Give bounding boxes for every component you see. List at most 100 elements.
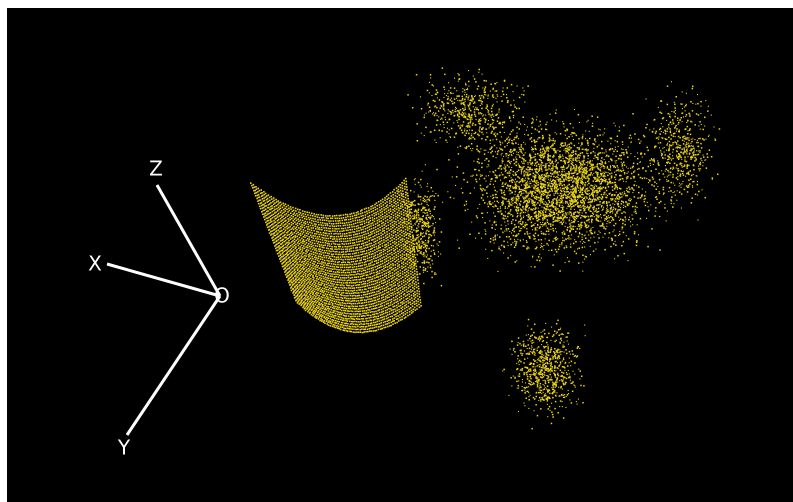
point bbox=[308, 277, 310, 279]
point bbox=[392, 321, 394, 323]
point bbox=[406, 307, 408, 309]
point bbox=[619, 231, 620, 232]
point bbox=[369, 215, 371, 217]
point bbox=[371, 281, 373, 283]
point bbox=[328, 278, 330, 280]
point bbox=[280, 246, 282, 248]
point bbox=[350, 331, 352, 333]
point bbox=[332, 304, 334, 306]
point bbox=[346, 280, 348, 282]
point bbox=[344, 312, 346, 314]
point bbox=[411, 310, 413, 312]
point bbox=[341, 228, 343, 230]
point bbox=[329, 280, 331, 282]
point bbox=[405, 250, 407, 252]
point bbox=[325, 272, 327, 274]
point bbox=[378, 293, 380, 295]
point bbox=[324, 250, 326, 252]
point bbox=[635, 209, 636, 210]
point bbox=[569, 226, 571, 228]
point bbox=[535, 233, 537, 235]
point bbox=[364, 264, 366, 266]
point bbox=[297, 215, 299, 217]
point bbox=[395, 218, 397, 220]
point bbox=[395, 236, 397, 238]
point bbox=[587, 206, 588, 207]
point bbox=[593, 187, 594, 188]
point bbox=[323, 311, 325, 313]
point bbox=[373, 330, 375, 332]
point bbox=[358, 216, 360, 218]
point bbox=[330, 292, 332, 294]
point bbox=[317, 228, 319, 230]
point bbox=[308, 298, 310, 300]
point bbox=[340, 329, 342, 331]
point bbox=[373, 284, 375, 286]
point bbox=[401, 283, 403, 285]
point bbox=[407, 251, 409, 253]
point bbox=[510, 255, 511, 256]
point bbox=[293, 277, 295, 279]
point bbox=[401, 213, 403, 215]
point bbox=[356, 287, 358, 289]
point bbox=[332, 268, 334, 270]
point bbox=[598, 129, 599, 130]
point bbox=[380, 322, 382, 324]
point bbox=[333, 233, 335, 235]
point bbox=[362, 332, 364, 334]
point bbox=[397, 295, 399, 297]
point bbox=[385, 324, 387, 326]
point bbox=[310, 234, 312, 236]
point bbox=[600, 221, 601, 222]
point bbox=[561, 194, 562, 195]
point bbox=[275, 211, 277, 213]
point bbox=[387, 323, 389, 325]
point bbox=[332, 225, 334, 227]
point bbox=[328, 324, 330, 326]
point bbox=[412, 287, 414, 289]
point bbox=[561, 221, 563, 223]
point bbox=[318, 317, 320, 319]
point bbox=[568, 162, 570, 164]
point bbox=[529, 181, 530, 182]
point bbox=[389, 319, 391, 321]
point bbox=[415, 281, 417, 283]
point bbox=[638, 174, 640, 176]
point bbox=[399, 287, 401, 289]
point bbox=[503, 241, 505, 243]
point bbox=[417, 301, 419, 303]
point bbox=[289, 219, 291, 221]
point bbox=[382, 234, 384, 236]
point bbox=[359, 273, 361, 275]
point bbox=[385, 301, 387, 303]
point bbox=[354, 242, 356, 244]
point bbox=[416, 284, 418, 286]
point bbox=[382, 213, 384, 215]
point bbox=[325, 309, 327, 311]
point bbox=[526, 215, 527, 216]
point bbox=[330, 285, 332, 287]
point bbox=[402, 309, 404, 311]
point bbox=[399, 213, 401, 215]
point bbox=[367, 271, 369, 273]
point bbox=[356, 324, 358, 326]
point bbox=[294, 245, 296, 247]
point bbox=[322, 290, 324, 292]
point bbox=[410, 307, 412, 309]
point bbox=[472, 148, 473, 149]
point bbox=[345, 264, 347, 266]
point bbox=[371, 256, 373, 258]
point bbox=[360, 213, 362, 215]
point bbox=[401, 247, 403, 249]
point bbox=[322, 249, 324, 251]
point bbox=[373, 300, 375, 302]
point bbox=[377, 282, 379, 284]
point bbox=[398, 259, 400, 261]
point bbox=[356, 212, 358, 214]
point bbox=[312, 265, 314, 267]
point bbox=[352, 321, 354, 323]
point bbox=[390, 192, 392, 194]
point bbox=[594, 186, 595, 187]
point bbox=[337, 264, 339, 266]
point bbox=[297, 225, 299, 227]
